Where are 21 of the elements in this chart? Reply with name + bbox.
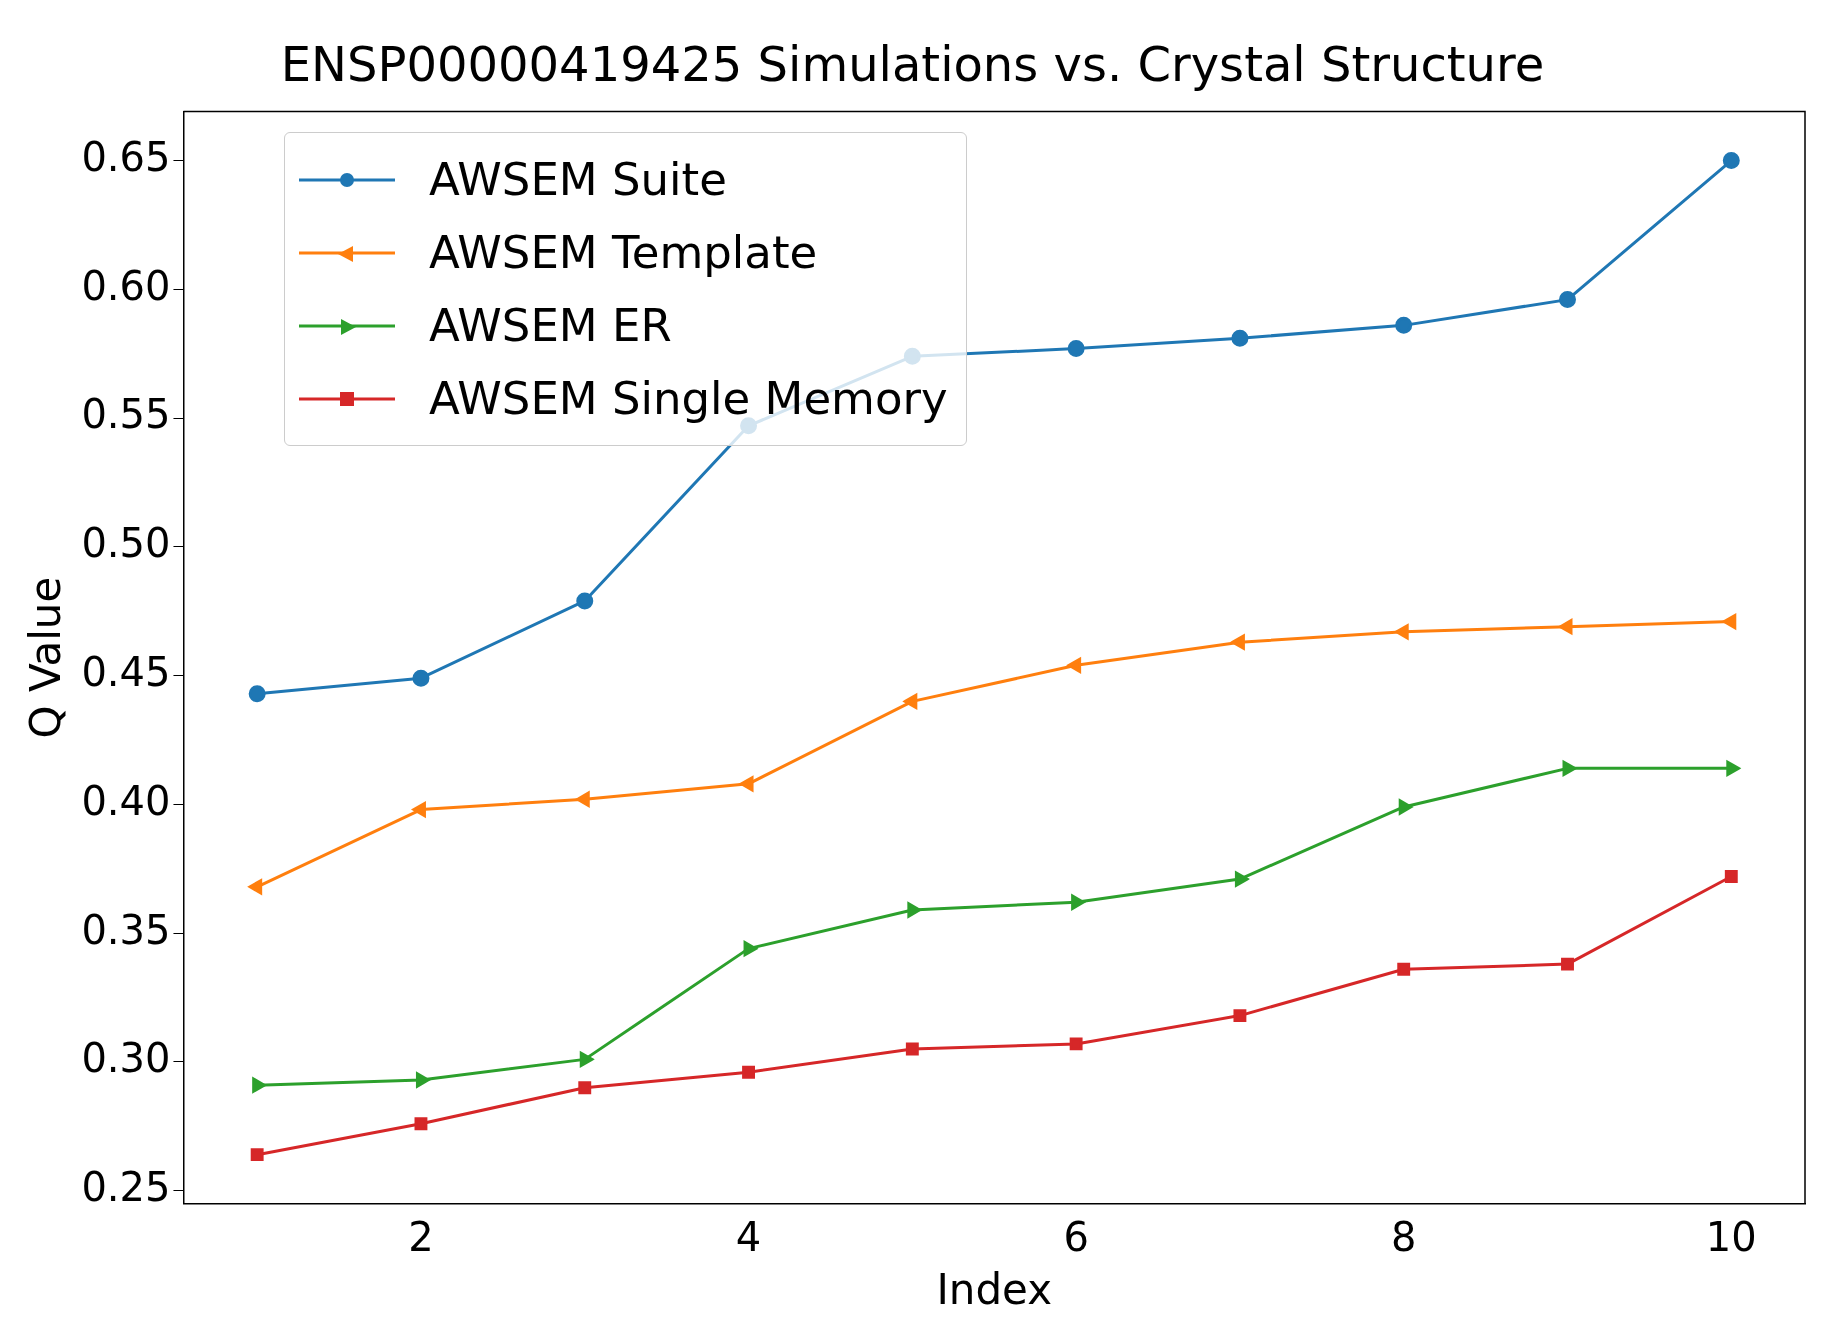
y-tick-label: 0.50 [81,520,171,567]
x-tick-label: 2 [408,1213,434,1260]
legend-label: AWSEM Template [429,226,818,279]
y-tick-label: 0.30 [81,1035,171,1082]
y-axis-title: Q Value [21,576,71,739]
y-tick-label: 0.60 [81,262,171,309]
y-tick-label: 0.55 [81,391,171,438]
x-tick-label: 6 [1063,1213,1089,1260]
y-tick-label: 0.40 [81,777,171,824]
y-tick-label: 0.65 [81,133,171,180]
chart-title: ENSP00000419425 Simulations vs. Crystal Structure [280,36,1545,93]
legend-label: AWSEM Suite [429,153,727,206]
y-tick-label: 0.25 [81,1164,171,1211]
x-tick-label: 4 [735,1213,762,1260]
y-tick-label: 0.35 [81,906,171,953]
x-tick-label: 8 [1390,1213,1417,1260]
x-axis-title: Index [936,1264,1053,1314]
x-tick-label: 10 [1705,1213,1757,1260]
legend-label: AWSEM Single Memory [429,372,948,425]
legend-label: AWSEM ER [429,299,672,352]
y-tick-label: 0.45 [81,649,171,696]
